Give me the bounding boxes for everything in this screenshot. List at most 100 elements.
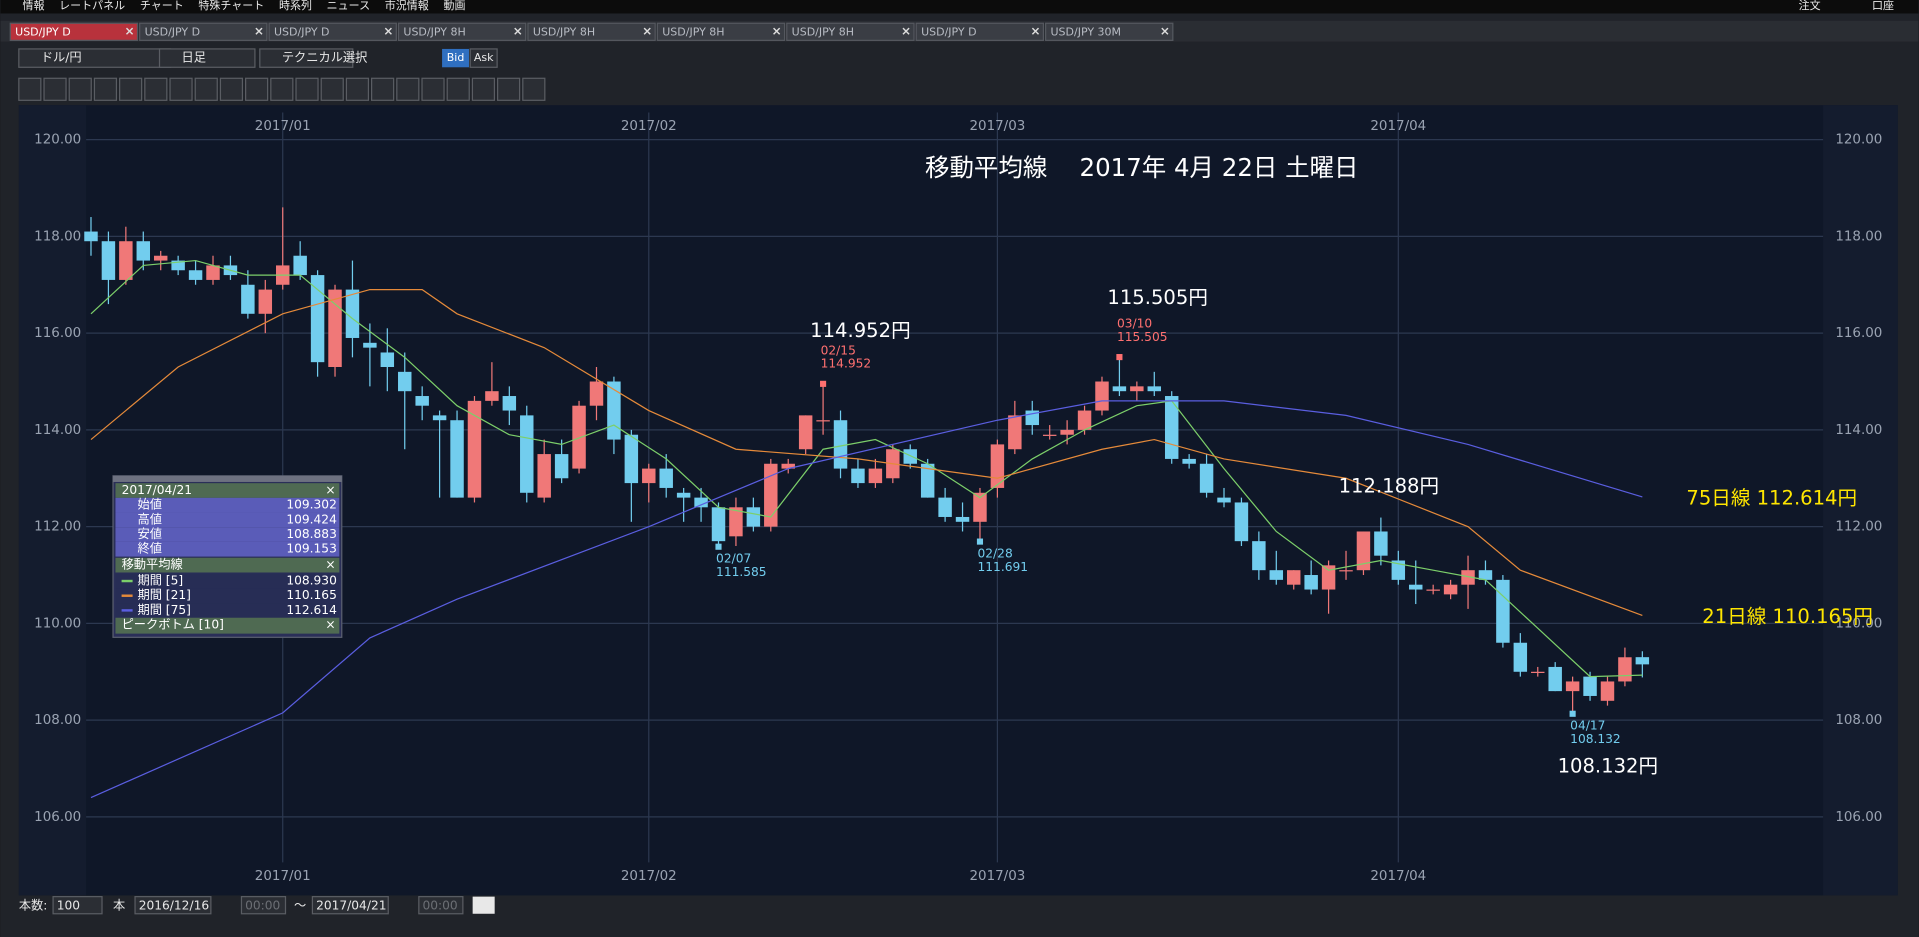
menu-item[interactable]: 情報 (23, 0, 45, 12)
panel-close[interactable]: × (325, 558, 335, 572)
axis-strip (1823, 105, 1898, 896)
tool-icon[interactable] (295, 77, 319, 101)
candle-body (833, 420, 848, 469)
tool-icon[interactable] (194, 77, 218, 101)
technical-select[interactable] (259, 48, 354, 68)
tool-icon[interactable] (68, 77, 92, 101)
tool-icon[interactable] (471, 77, 496, 101)
tool-icon[interactable] (396, 77, 420, 101)
menu-item[interactable]: 市況情報 (385, 0, 429, 12)
candle-body (694, 497, 708, 508)
peak-date: 02/15 (821, 343, 856, 357)
tool-icon[interactable] (245, 77, 269, 101)
tool-icon[interactable] (119, 77, 143, 101)
candle-body (415, 396, 429, 406)
y-tick-label: 116.00 (34, 326, 81, 341)
panel-close[interactable]: × (325, 618, 335, 632)
y-tick-label: 116.00 (1835, 326, 1882, 341)
menu-item[interactable]: レートパネル (59, 0, 125, 12)
tool-icon[interactable] (522, 77, 546, 101)
from-date-box[interactable] (134, 896, 212, 915)
tool-icon[interactable] (169, 77, 193, 101)
tab[interactable] (1045, 22, 1174, 41)
tab-close[interactable] (1161, 27, 1169, 35)
bid-label: Bid (447, 51, 465, 64)
ask-button[interactable] (469, 48, 498, 68)
tab[interactable] (139, 22, 268, 41)
from-date: 2016/12/16 (139, 898, 209, 912)
period-select[interactable] (158, 48, 256, 68)
panel-row (115, 588, 340, 604)
candle-body (764, 463, 778, 527)
candle-body (136, 241, 151, 261)
panel-close[interactable]: × (325, 483, 335, 497)
from-time-box[interactable] (240, 896, 287, 915)
tab-close[interactable] (902, 27, 910, 35)
candle-body (1147, 386, 1162, 392)
candle-body (1008, 415, 1022, 450)
tool-icon[interactable] (270, 77, 294, 101)
candle-body (1374, 531, 1388, 556)
tab[interactable] (9, 22, 139, 41)
tool-icon[interactable] (345, 77, 370, 101)
tab[interactable] (656, 22, 786, 41)
tool-icon[interactable] (219, 77, 244, 101)
tool-icon[interactable] (496, 77, 521, 101)
candle-body (485, 391, 499, 401)
tab[interactable] (527, 22, 656, 41)
peak-date: 02/07 (716, 551, 751, 565)
tool-icon[interactable] (144, 77, 168, 101)
candle-body (589, 381, 604, 406)
menu-item[interactable]: ニュース (327, 0, 370, 12)
candle-body (84, 231, 98, 242)
tab-close[interactable] (255, 27, 263, 35)
candle-body (345, 289, 360, 338)
chart: 106.00 106.00 108.00 108.00 110.00 110.00 112.… (34, 112, 1882, 884)
bid-button[interactable] (442, 48, 469, 68)
candle-body (101, 241, 116, 280)
tab-close[interactable] (773, 27, 781, 35)
tab-close[interactable] (1031, 27, 1040, 35)
tab-close[interactable] (514, 27, 522, 35)
menu-item[interactable]: 特殊チャート (198, 0, 264, 12)
ma-line (90, 400, 1643, 799)
unit: 本 (113, 898, 125, 912)
back-button[interactable] (472, 896, 495, 914)
to-date-box[interactable] (311, 896, 389, 915)
x-tick-label: 2017/03 (969, 119, 1025, 134)
candle-body (171, 260, 185, 271)
tab-label: USD/JPY D (921, 25, 977, 38)
tool-icon[interactable] (93, 77, 118, 101)
panel-value: 110.165 (286, 588, 337, 602)
tool-icon[interactable] (421, 77, 445, 101)
menu-item[interactable]: チャート (140, 0, 184, 12)
annotation: 115.505円 (1107, 286, 1207, 309)
candle-body (537, 454, 551, 498)
tab[interactable] (786, 22, 915, 41)
tool-icon[interactable] (320, 77, 344, 101)
y-tick-label: 120.00 (34, 133, 81, 148)
menu-item[interactable]: 動画 (443, 0, 465, 12)
tool-icon[interactable] (446, 77, 470, 101)
tool-icon[interactable] (371, 77, 395, 101)
tab[interactable] (397, 22, 527, 41)
y-tick-label: 112.00 (34, 520, 81, 535)
tab-close[interactable] (643, 27, 651, 35)
menu-item[interactable]: 時系列 (279, 0, 312, 12)
panel-ma-title: 移動平均線 (122, 557, 183, 572)
tool-icon[interactable] (18, 77, 42, 101)
tab-close[interactable] (125, 27, 134, 35)
x-tick-label: 2017/01 (255, 869, 311, 884)
to-time-box[interactable] (418, 896, 464, 915)
tab[interactable] (915, 22, 1045, 41)
info-panel[interactable]: 2017/04/21 × 始値 109.302 高値 109.424 安値 108.883 終値… (112, 475, 343, 638)
menu-item[interactable]: 口座 (1872, 0, 1894, 12)
candle-body (1565, 681, 1580, 692)
count-box[interactable] (52, 896, 103, 915)
tab[interactable] (268, 22, 397, 41)
tab-close[interactable] (384, 27, 392, 35)
menu-item[interactable]: 注文 (1799, 0, 1821, 12)
ma-line (90, 288, 1643, 616)
tool-icon[interactable] (43, 77, 67, 101)
to-time: 00:00 (422, 898, 457, 912)
